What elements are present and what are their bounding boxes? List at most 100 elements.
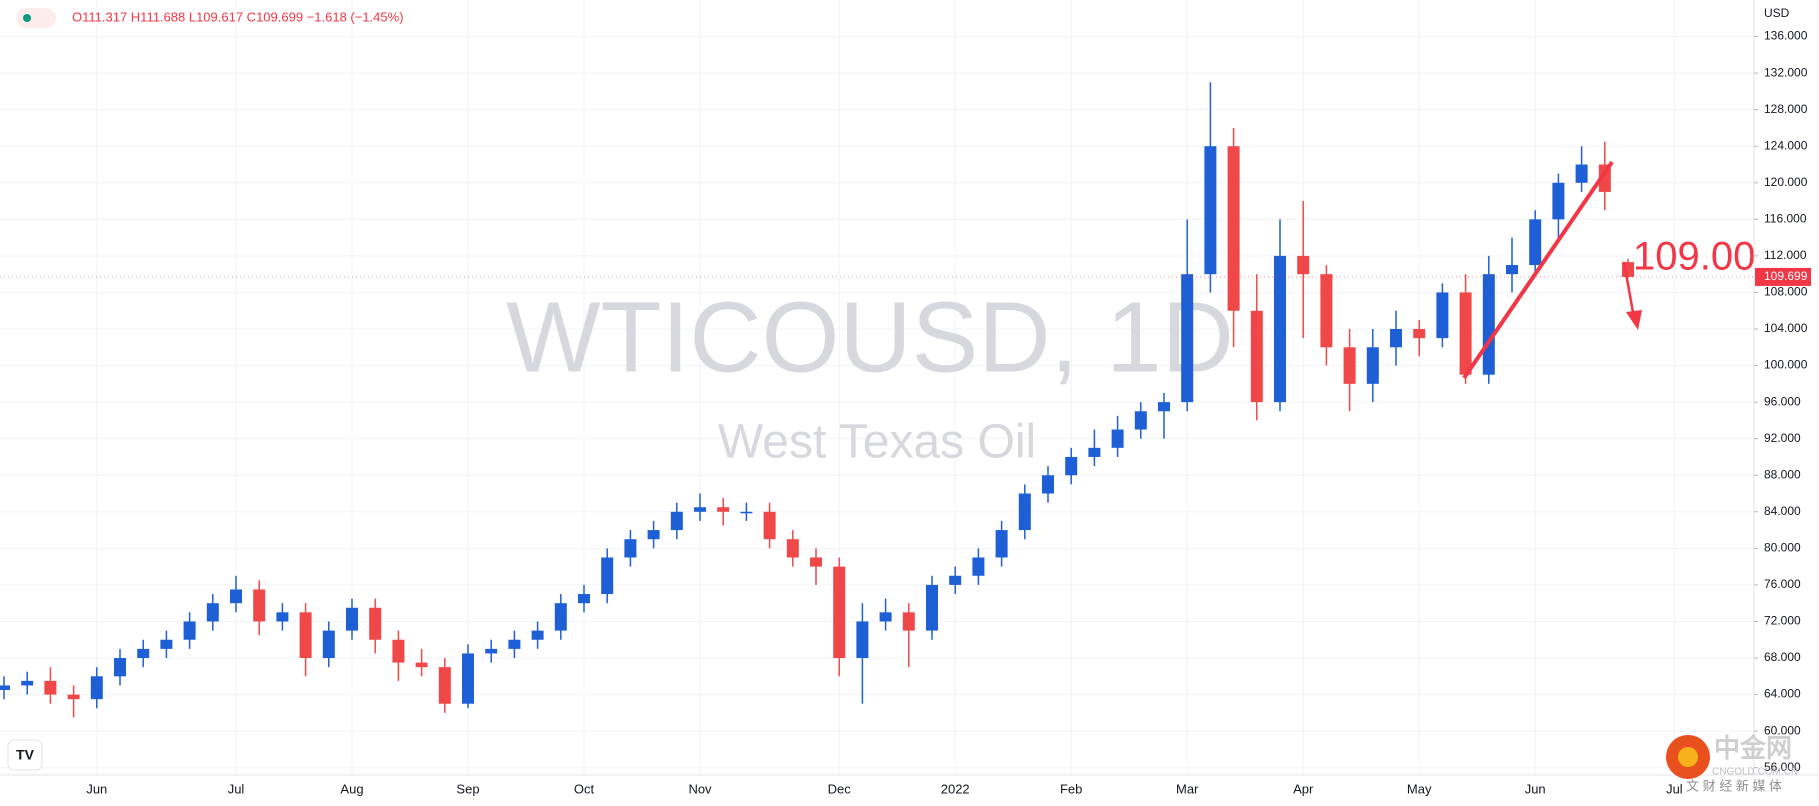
y-tick-label: 76.000 bbox=[1764, 577, 1801, 591]
candle-body bbox=[786, 539, 799, 558]
y-tick-label: 60.000 bbox=[1764, 723, 1801, 737]
y-tick-label: 124.000 bbox=[1764, 138, 1808, 152]
candle-body bbox=[740, 511, 753, 514]
y-tick-label: 132.000 bbox=[1764, 65, 1808, 79]
candle-body bbox=[1204, 146, 1217, 275]
x-tick-label: Sep bbox=[456, 781, 479, 796]
candle-body bbox=[554, 603, 567, 631]
x-tick-label: Nov bbox=[688, 781, 712, 796]
x-tick-label: Apr bbox=[1293, 781, 1314, 796]
candle-body bbox=[1459, 292, 1472, 375]
candle-body bbox=[206, 603, 219, 622]
candle-body bbox=[995, 530, 1008, 558]
candle-body bbox=[1250, 310, 1263, 403]
brand-tagline: 文 财 经 新 媒 体 bbox=[1686, 778, 1782, 793]
candle-body bbox=[21, 680, 34, 686]
y-tick-label: 72.000 bbox=[1764, 614, 1801, 628]
y-tick-label: 84.000 bbox=[1764, 504, 1801, 518]
candle-body bbox=[1227, 146, 1240, 311]
candle-body bbox=[624, 539, 637, 558]
candle-body bbox=[879, 612, 892, 622]
candle-body bbox=[1134, 411, 1147, 430]
candle-body bbox=[1111, 429, 1124, 448]
candle-body bbox=[276, 612, 289, 622]
candle-body bbox=[1552, 182, 1565, 220]
y-tick-label: 68.000 bbox=[1764, 650, 1801, 664]
candle-body bbox=[810, 557, 822, 567]
tv-logo-mark: TV bbox=[16, 747, 35, 763]
legend-pill bbox=[16, 8, 56, 28]
x-tick-label: Jul bbox=[228, 781, 245, 796]
y-tick-label: 100.000 bbox=[1764, 358, 1808, 372]
candle-body bbox=[438, 667, 451, 704]
brand-logo-inner bbox=[1678, 747, 1698, 767]
candle-body bbox=[763, 511, 776, 540]
status-dot bbox=[23, 14, 31, 22]
x-tick-label: May bbox=[1407, 781, 1432, 796]
candle-body bbox=[462, 653, 474, 704]
candle-body bbox=[67, 694, 80, 700]
candle-body bbox=[1366, 347, 1379, 384]
x-tick-label: Aug bbox=[340, 781, 363, 796]
candle-body bbox=[322, 630, 335, 659]
y-tick-label: 116.000 bbox=[1764, 212, 1807, 226]
candle-body bbox=[230, 589, 242, 604]
candle-body bbox=[1088, 447, 1101, 457]
ohlc-legend: O111.317 H111.688 L109.617 C109.699 −1.6… bbox=[72, 9, 404, 24]
y-tick-label: 92.000 bbox=[1764, 431, 1801, 445]
candle-body bbox=[1343, 347, 1356, 384]
y-tick-label: 80.000 bbox=[1764, 541, 1801, 555]
candle-body bbox=[0, 685, 10, 691]
candle-body bbox=[1018, 493, 1031, 531]
candle-body bbox=[1413, 329, 1426, 339]
candle-body bbox=[833, 566, 846, 659]
candle-body bbox=[1506, 265, 1518, 275]
axes: 56.000 60.000 64.000 68.000 72.000 76.000 80.0… bbox=[0, 29, 1811, 796]
candle-body bbox=[1529, 219, 1542, 266]
y-tick-label: 108.000 bbox=[1764, 285, 1808, 299]
candle-body bbox=[1436, 292, 1449, 339]
x-tick-label: Jun bbox=[1525, 781, 1546, 796]
candle-body bbox=[856, 621, 869, 659]
candle-body bbox=[114, 658, 126, 677]
candle-body bbox=[926, 584, 938, 631]
y-tick-label: 104.000 bbox=[1764, 321, 1808, 335]
candle-body bbox=[1042, 475, 1054, 494]
brand-name: 中金网 bbox=[1714, 733, 1792, 763]
x-tick-label: Feb bbox=[1060, 781, 1082, 796]
annotation: 109.00 bbox=[1633, 235, 1755, 279]
y-tick-label: 128.000 bbox=[1764, 102, 1808, 116]
x-tick-label: Jun bbox=[86, 781, 107, 796]
y-tick-label: 56.000 bbox=[1764, 760, 1801, 774]
candle-body bbox=[137, 648, 150, 659]
candle-body bbox=[1482, 274, 1495, 375]
candle-body bbox=[578, 594, 590, 604]
candle-body bbox=[1297, 255, 1310, 275]
candle-body bbox=[183, 621, 196, 640]
candle-body bbox=[694, 507, 706, 512]
y-tick-label: 112.000 bbox=[1764, 248, 1807, 262]
candle-body bbox=[670, 511, 683, 531]
candle-body bbox=[902, 612, 915, 631]
candle-body bbox=[369, 607, 382, 640]
candle-body bbox=[601, 557, 614, 595]
candle-body bbox=[392, 639, 405, 663]
y-tick-label: 120.000 bbox=[1764, 175, 1808, 189]
x-tick-label: 2022 bbox=[941, 781, 970, 796]
candle-body bbox=[1320, 274, 1333, 348]
candle-body bbox=[647, 530, 660, 540]
candle-body bbox=[253, 589, 266, 622]
last-price-box bbox=[1755, 267, 1811, 286]
candle-body bbox=[485, 648, 498, 654]
candle-body bbox=[90, 676, 103, 700]
candle-body bbox=[531, 630, 544, 640]
tv-logo bbox=[7, 739, 43, 771]
y-tick-label: 64.000 bbox=[1764, 687, 1801, 701]
candle-body bbox=[44, 680, 57, 695]
y-tick-label: 88.000 bbox=[1764, 467, 1801, 481]
watermark-symbol: WTICOUSD, 1D bbox=[506, 281, 1234, 393]
x-tick-label: Mar bbox=[1176, 781, 1199, 796]
x-tick-label: Jul bbox=[1666, 781, 1683, 796]
